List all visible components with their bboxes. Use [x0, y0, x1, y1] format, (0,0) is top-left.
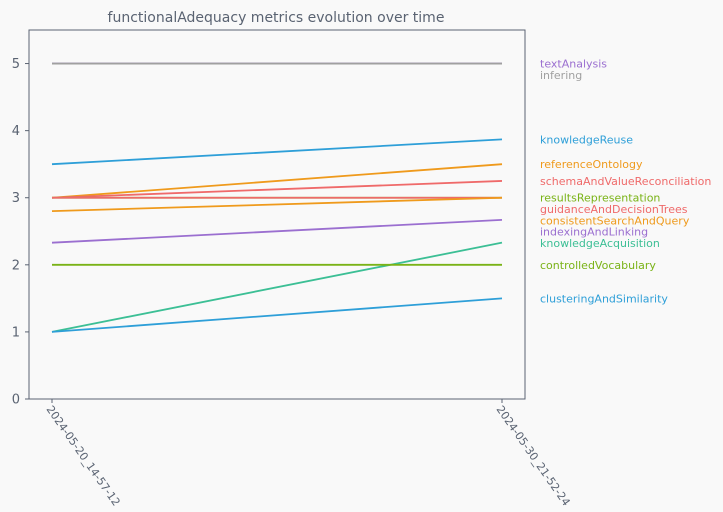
series-lines — [51, 62, 503, 333]
series-label-resultsRepresentation: resultsRepresentation — [540, 192, 660, 205]
y-tick-label: 4 — [12, 124, 20, 139]
x-axis: 2024-05-20_14-57-12 2024-05-30_21-52-24 — [44, 399, 573, 508]
series-label-controlledVocabulary: controlledVocabulary — [540, 259, 656, 272]
x-tick-label: 2024-05-30_21-52-24 — [494, 403, 573, 508]
series-line-schemaAndValueReconciliation — [51, 180, 503, 199]
series-label-referenceOntology: referenceOntology — [540, 158, 643, 171]
y-tick-label: 5 — [12, 57, 20, 72]
series-label-indexingAndLinking: indexingAndLinking — [540, 226, 648, 239]
series-label-clusteringAndSimilarity: clusteringAndSimilarity — [540, 292, 668, 305]
y-tick-label: 1 — [12, 325, 20, 340]
series-label-consistentSearchAndQuery: consistentSearchAndQuery — [540, 214, 690, 227]
series-line-knowledgeReuse — [51, 138, 503, 166]
series-line-indexingAndLinking — [51, 218, 503, 244]
series-label-knowledgeAcquisition: knowledgeAcquisition — [540, 237, 660, 250]
series-line-referenceOntology — [51, 163, 503, 199]
series-line-consistentSearchAndQuery — [51, 196, 503, 213]
series-label-guidanceAndDecisionTrees: guidanceAndDecisionTrees — [540, 203, 688, 216]
series-line-knowledgeAcquisition — [51, 241, 503, 333]
y-axis: 0 1 2 3 4 5 — [12, 57, 29, 408]
x-tick-label: 2024-05-20_14-57-12 — [44, 403, 123, 508]
y-tick-label: 2 — [12, 258, 20, 273]
series-label-infering: infering — [540, 69, 582, 82]
series-label-schemaAndValueReconciliation: schemaAndValueReconciliation — [540, 175, 711, 188]
series-label-knowledgeReuse: knowledgeReuse — [540, 133, 633, 146]
series-line-clusteringAndSimilarity — [51, 297, 503, 333]
y-tick-label: 0 — [12, 393, 20, 408]
plot-frame — [28, 29, 526, 400]
chart-title: functionalAdequacy metrics evolution ove… — [108, 10, 445, 26]
series-label-textAnalysis: textAnalysis — [540, 58, 607, 71]
y-tick-label: 3 — [12, 191, 20, 206]
